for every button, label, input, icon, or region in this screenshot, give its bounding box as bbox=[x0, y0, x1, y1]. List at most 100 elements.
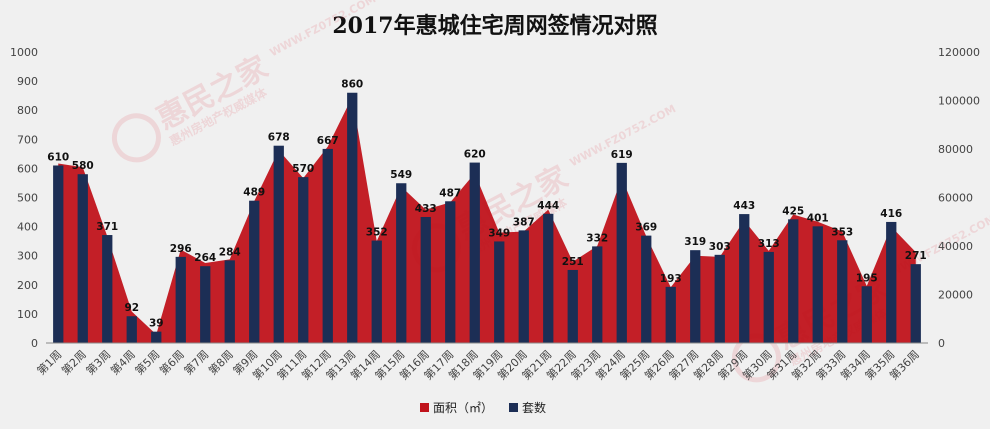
bar bbox=[371, 240, 382, 343]
bar bbox=[788, 219, 799, 343]
data-label: 619 bbox=[611, 149, 633, 161]
right-tick-label: 20000 bbox=[938, 289, 973, 302]
left-tick-label: 1000 bbox=[10, 46, 38, 59]
bar bbox=[200, 266, 211, 343]
bar bbox=[910, 264, 921, 343]
data-label: 401 bbox=[807, 212, 829, 224]
left-axis: 0 100 200 300 400 500 600 700 800 900 1000 bbox=[10, 46, 38, 350]
legend-swatch bbox=[420, 403, 429, 412]
data-label: 371 bbox=[96, 221, 118, 233]
bar bbox=[763, 251, 774, 343]
data-label: 251 bbox=[562, 256, 584, 268]
data-label: 296 bbox=[170, 243, 192, 255]
bar bbox=[861, 286, 872, 343]
bar bbox=[616, 162, 627, 343]
data-label: 195 bbox=[856, 272, 878, 284]
data-label: 313 bbox=[758, 238, 780, 250]
bar bbox=[224, 260, 235, 343]
bar bbox=[396, 183, 407, 343]
bar bbox=[322, 148, 333, 343]
bar bbox=[102, 235, 113, 343]
data-label: 425 bbox=[782, 205, 804, 217]
data-label: 353 bbox=[831, 226, 853, 238]
legend-label: 面积（㎡） bbox=[433, 401, 493, 415]
right-tick-label: 60000 bbox=[938, 192, 973, 205]
bar bbox=[273, 145, 284, 343]
data-label: 271 bbox=[905, 250, 927, 262]
bar bbox=[298, 177, 309, 343]
data-label: 92 bbox=[124, 302, 139, 314]
bar bbox=[347, 92, 358, 344]
bar bbox=[641, 235, 652, 343]
left-tick-label: 800 bbox=[17, 104, 38, 117]
data-label: 349 bbox=[488, 227, 510, 239]
data-label: 487 bbox=[439, 187, 461, 199]
x-tick-label: 第6周 bbox=[156, 347, 186, 377]
right-axis: 0 20000 40000 60000 80000 100000 120000 bbox=[938, 46, 980, 350]
bar bbox=[53, 165, 64, 343]
data-label: 489 bbox=[243, 187, 265, 199]
x-tick-label: 第1周 bbox=[34, 347, 64, 377]
data-label: 444 bbox=[537, 200, 559, 212]
data-label: 416 bbox=[880, 208, 902, 220]
bar bbox=[518, 230, 529, 343]
right-tick-label: 0 bbox=[938, 337, 945, 350]
bar bbox=[690, 250, 701, 343]
area-fill bbox=[58, 96, 916, 343]
watermark-logo-icon bbox=[111, 113, 161, 163]
left-tick-label: 0 bbox=[31, 337, 38, 350]
x-tick-label: 第4周 bbox=[107, 347, 137, 377]
data-label: 860 bbox=[341, 79, 363, 91]
bar bbox=[665, 286, 676, 343]
data-label: 570 bbox=[292, 163, 314, 175]
data-label: 39 bbox=[149, 318, 164, 330]
chart-title: 2017年惠城住宅周网签情况对照 bbox=[332, 13, 657, 39]
left-tick-label: 400 bbox=[17, 221, 38, 234]
left-tick-label: 200 bbox=[17, 279, 38, 292]
left-tick-label: 100 bbox=[17, 308, 38, 321]
bar bbox=[714, 254, 725, 343]
data-label: 303 bbox=[709, 241, 731, 253]
data-label: 610 bbox=[47, 151, 69, 163]
x-tick-label: 第7周 bbox=[181, 347, 211, 377]
left-tick-label: 300 bbox=[17, 250, 38, 263]
bar bbox=[739, 214, 750, 343]
left-tick-label: 500 bbox=[17, 192, 38, 205]
right-tick-label: 120000 bbox=[938, 46, 980, 59]
left-tick-label: 900 bbox=[17, 75, 38, 88]
legend: 面积（㎡） 套数 bbox=[420, 400, 546, 415]
data-label: 193 bbox=[660, 273, 682, 285]
data-label: 369 bbox=[635, 222, 657, 234]
data-label: 387 bbox=[513, 216, 535, 228]
bar bbox=[77, 174, 88, 343]
x-tick-label: 第5周 bbox=[132, 347, 162, 377]
legend-label: 套数 bbox=[522, 400, 546, 415]
data-label: 678 bbox=[268, 132, 290, 144]
data-label: 352 bbox=[366, 227, 388, 239]
bar bbox=[837, 240, 848, 343]
left-tick-label: 600 bbox=[17, 162, 38, 175]
data-label: 620 bbox=[464, 149, 486, 161]
data-label: 549 bbox=[390, 169, 412, 181]
bar bbox=[494, 241, 505, 343]
data-label: 667 bbox=[317, 135, 339, 147]
bar bbox=[567, 269, 578, 343]
bar bbox=[175, 256, 186, 343]
x-tick-label: 第3周 bbox=[83, 347, 113, 377]
data-label: 264 bbox=[194, 252, 216, 264]
data-label: 284 bbox=[219, 246, 241, 258]
bar-series bbox=[53, 92, 921, 344]
bar bbox=[420, 216, 431, 343]
data-label: 580 bbox=[72, 160, 94, 172]
data-label: 443 bbox=[733, 200, 755, 212]
bar bbox=[543, 213, 554, 343]
bar bbox=[592, 246, 603, 343]
bar bbox=[812, 226, 823, 343]
bar bbox=[249, 200, 260, 343]
right-tick-label: 100000 bbox=[938, 95, 980, 108]
data-label: 332 bbox=[586, 232, 608, 244]
data-label: 433 bbox=[415, 203, 437, 215]
